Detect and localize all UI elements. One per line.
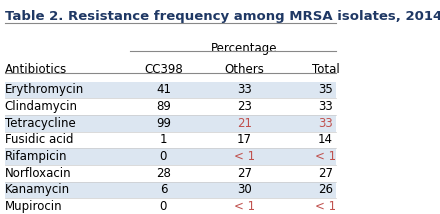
Text: 33: 33 [237,83,252,97]
Text: 99: 99 [156,117,171,130]
Text: Fusidic acid: Fusidic acid [5,133,73,146]
Text: Others: Others [224,63,264,76]
Bar [5,148,336,165]
Text: < 1: < 1 [234,150,255,163]
Text: Mupirocin: Mupirocin [5,200,62,213]
Text: 89: 89 [156,100,171,113]
Bar [5,82,336,98]
Text: 33: 33 [318,100,333,113]
Text: Total: Total [312,63,339,76]
Text: 26: 26 [318,183,333,196]
Text: 14: 14 [318,133,333,146]
Text: 27: 27 [237,167,252,180]
Text: Antibiotics: Antibiotics [5,63,67,76]
Text: 17: 17 [237,133,252,146]
Text: Percentage: Percentage [211,42,278,55]
Text: < 1: < 1 [315,200,336,213]
Text: 30: 30 [237,183,252,196]
Text: 41: 41 [156,83,171,97]
Bar [5,181,336,198]
Text: 0: 0 [160,150,167,163]
Text: 6: 6 [160,183,167,196]
Text: 23: 23 [237,100,252,113]
Text: Erythromycin: Erythromycin [5,83,84,97]
Text: 27: 27 [318,167,333,180]
Text: 35: 35 [318,83,333,97]
Text: < 1: < 1 [315,150,336,163]
Text: 1: 1 [160,133,167,146]
Text: Rifampicin: Rifampicin [5,150,67,163]
Text: < 1: < 1 [234,200,255,213]
Text: Table 2. Resistance frequency among MRSA isolates, 2014: Table 2. Resistance frequency among MRSA… [5,9,440,22]
Text: Clindamycin: Clindamycin [5,100,78,113]
Text: CC398: CC398 [144,63,183,76]
Text: 33: 33 [318,117,333,130]
Text: Kanamycin: Kanamycin [5,183,70,196]
Bar [5,115,336,132]
Text: 0: 0 [160,200,167,213]
Text: 28: 28 [156,167,171,180]
Text: Norfloxacin: Norfloxacin [5,167,71,180]
Text: Tetracycline: Tetracycline [5,117,76,130]
Text: 21: 21 [237,117,252,130]
